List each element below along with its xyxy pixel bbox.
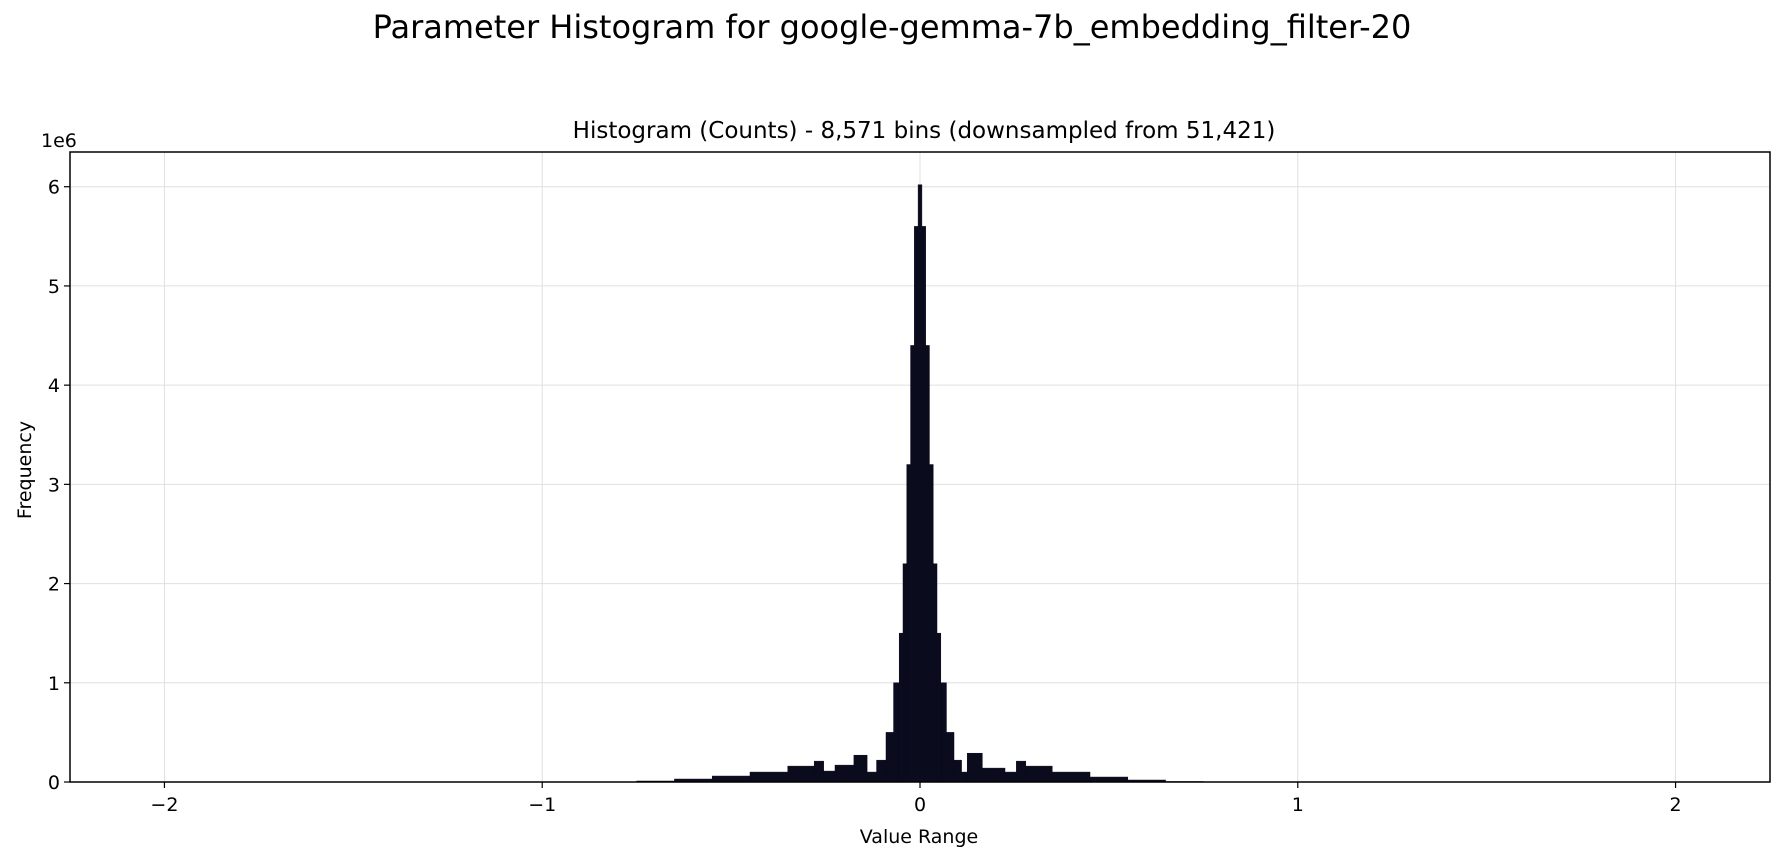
histogram-bar: [885, 732, 894, 783]
histogram-bar: [749, 771, 789, 783]
y-tick-label: 6: [48, 177, 60, 199]
histogram-bar: [898, 632, 904, 783]
histogram-bar: [932, 563, 938, 783]
y-tick-label: 2: [48, 574, 60, 596]
histogram-bar: [940, 682, 947, 783]
histogram-bar: [893, 682, 900, 783]
histogram-bar: [834, 764, 855, 783]
y-axis-label: Frequency: [14, 421, 36, 519]
histogram-bar: [1025, 765, 1053, 783]
histogram-bar: [982, 767, 1006, 783]
y-tick-label: 1: [48, 673, 60, 695]
histogram-bar: [910, 345, 915, 783]
histogram-bar: [961, 771, 968, 783]
histogram-bar: [787, 765, 815, 783]
histogram-bar: [946, 732, 955, 783]
histogram-bar: [917, 184, 923, 783]
histogram-bar: [1016, 760, 1027, 783]
chart-subtitle: Histogram (Counts) - 8,571 bins (downsam…: [573, 118, 1276, 144]
x-tick-label: −1: [528, 794, 556, 816]
histogram-bar: [866, 771, 877, 783]
y-axis-offset-label: 1e6: [41, 130, 77, 152]
histogram-bar: [921, 226, 926, 783]
y-tick-label: 0: [48, 772, 60, 794]
x-tick-label: 1: [1292, 794, 1304, 816]
histogram-bar: [914, 226, 919, 783]
histogram-bar: [902, 563, 908, 783]
histogram-bar: [925, 345, 930, 783]
histogram-bar: [823, 770, 836, 783]
histogram-bar: [1004, 771, 1017, 783]
y-tick-label: 4: [48, 375, 60, 397]
histogram-bar: [966, 752, 983, 783]
x-tick-label: 0: [914, 794, 926, 816]
histogram-bar: [711, 775, 751, 783]
axis-ticks: −2 −1 0 1 2 0 1 2 3 4 5 6: [48, 177, 1682, 816]
histogram-bar: [876, 759, 887, 783]
histogram-bar: [906, 464, 911, 783]
histogram-bar: [813, 760, 824, 783]
histogram-bars: [636, 184, 1204, 783]
histogram-bar: [853, 754, 868, 783]
histogram-bar: [936, 632, 942, 783]
histogram-bar: [929, 464, 934, 783]
x-axis-label: Value Range: [860, 826, 978, 848]
x-tick-label: 2: [1670, 794, 1682, 816]
histogram-bar: [1051, 771, 1091, 783]
histogram-bar: [953, 759, 962, 783]
y-tick-label: 3: [48, 474, 60, 496]
y-tick-label: 5: [48, 276, 60, 298]
x-tick-label: −2: [150, 794, 178, 816]
figure-title: Parameter Histogram for google-gemma-7b_…: [372, 8, 1412, 46]
